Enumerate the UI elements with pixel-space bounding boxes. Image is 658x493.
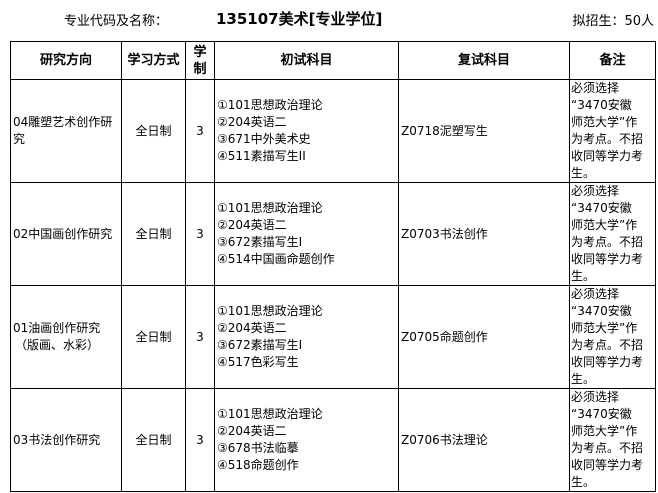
research-direction: 04雕塑艺术创作研究 — [10, 79, 122, 183]
text-line: “3470安徽 — [571, 407, 632, 421]
text-line: ①101思想政治理论 — [217, 201, 323, 215]
text-line: ④518命题创作 — [217, 458, 299, 472]
text-line: 收同等学力考 — [571, 458, 644, 472]
remark: 必须选择 “3470安徽 师范大学”作 为考点。不招 收同等学力考 生。 — [569, 388, 656, 492]
text-line: 02中国画创作研究 — [13, 226, 113, 241]
text-line: 师范大学”作 — [571, 424, 638, 438]
remark: 必须选择 “3470安徽 师范大学”作 为考点。不招 收同等学力考 生。 — [569, 285, 656, 389]
remark: 必须选择 “3470安徽 师范大学”作 为考点。不招 收同等学力考 生。 — [569, 182, 656, 286]
major-title: 135107美术[专业学位] — [216, 10, 383, 28]
table-row: 04雕塑艺术创作研究 全日制 3 ①101思想政治理论 ②204英语二 ③671中外美术史… — [10, 79, 656, 183]
table-row: 02中国画创作研究 全日制 3 ①101思想政治理论 ②204英语二 ③672素描写生I ④… — [10, 182, 656, 286]
retest-subject: Z0705命题创作 — [398, 285, 570, 389]
retest-subject: Z0703书法创作 — [398, 182, 570, 286]
major-code-label: 专业代码及名称： — [64, 14, 169, 29]
text-line: ④511素描写生II — [217, 149, 306, 163]
text-line: ②204英语二 — [217, 115, 287, 129]
initial-exam-subjects: ①101思想政治理论 ②204英语二 ③671中外美术史 ④511素描写生II — [214, 79, 399, 183]
initial-exam-subjects: ①101思想政治理论 ②204英语二 ③672素描写生I ④517色彩写生 — [214, 285, 399, 389]
study-years: 3 — [185, 79, 215, 183]
text-line: 必须选择 — [571, 81, 620, 95]
text-line: 生。 — [571, 475, 596, 489]
text-line: ①101思想政治理论 — [217, 98, 323, 112]
study-years: 3 — [185, 388, 215, 492]
text-line: “3470安徽 — [571, 304, 632, 318]
retest-subject: Z0718泥塑写生 — [398, 79, 570, 183]
study-mode: 全日制 — [121, 79, 186, 183]
research-direction: 03书法创作研究 — [10, 388, 122, 492]
text-line: “3470安徽 — [571, 201, 632, 215]
text-line: 生。 — [571, 269, 596, 283]
text-line: 04雕塑艺术创作研究 — [13, 115, 113, 146]
text-line: （版画、水彩） — [15, 338, 100, 352]
column-header: 备注 — [569, 41, 656, 80]
text-line: 01油画创作研究 — [13, 321, 101, 335]
text-line: 生。 — [571, 372, 596, 386]
text-line: 师范大学”作 — [571, 321, 638, 335]
study-mode: 全日制 — [121, 388, 186, 492]
retest-subject: Z0706书法理论 — [398, 388, 570, 492]
text-line: 为考点。不招 — [571, 441, 644, 455]
study-years: 3 — [185, 182, 215, 286]
text-line: ③671中外美术史 — [217, 132, 311, 146]
text-line: ③672素描写生I — [217, 338, 303, 352]
column-header: 复试科目 — [398, 41, 570, 80]
text-line: ③678书法临摹 — [217, 441, 299, 455]
program-table: 研究方向 学习方式 学制 初试科目 复试科目 备注 04雕塑艺术创作研究 全日制 3 ①101思… — [10, 41, 656, 492]
study-years: 3 — [185, 285, 215, 389]
text-line: ④514中国画命题创作 — [217, 252, 335, 266]
text-line: 生。 — [571, 166, 596, 180]
text-line: 为考点。不招 — [571, 132, 644, 146]
text-line: ③672素描写生I — [217, 235, 303, 249]
text-line: 师范大学”作 — [571, 218, 638, 232]
text-line: “3470安徽 — [571, 98, 632, 112]
column-header: 研究方向 — [10, 41, 122, 80]
enrollment-quota: 拟招生：50人 — [572, 14, 654, 29]
initial-exam-subjects: ①101思想政治理论 ②204英语二 ③678书法临摹 ④518命题创作 — [214, 388, 399, 492]
study-mode: 全日制 — [121, 182, 186, 286]
text-line: 必须选择 — [571, 287, 620, 301]
table-header: 研究方向 学习方式 学制 初试科目 复试科目 备注 — [10, 41, 656, 80]
text-line: 为考点。不招 — [571, 235, 644, 249]
text-line: ④517色彩写生 — [217, 355, 299, 369]
text-line: ①101思想政治理论 — [217, 407, 323, 421]
text-line: ②204英语二 — [217, 218, 287, 232]
text-line: ①101思想政治理论 — [217, 304, 323, 318]
text-line: 师范大学”作 — [571, 115, 638, 129]
column-header: 学制 — [185, 41, 215, 80]
text-line: 必须选择 — [571, 184, 620, 198]
text-line: ②204英语二 — [217, 321, 287, 335]
column-header: 初试科目 — [214, 41, 399, 80]
text-line: 收同等学力考 — [571, 252, 644, 266]
table-row: 03书法创作研究 全日制 3 ①101思想政治理论 ②204英语二 ③678书法临摹 ④51… — [10, 388, 656, 492]
text-line: 必须选择 — [571, 390, 620, 404]
remark: 必须选择 “3470安徽 师范大学”作 为考点。不招 收同等学力考 生。 — [569, 79, 656, 183]
text-line: 为考点。不招 — [571, 338, 644, 352]
text-line: 收同等学力考 — [571, 355, 644, 369]
research-direction: 02中国画创作研究 — [10, 182, 122, 286]
study-mode: 全日制 — [121, 285, 186, 389]
column-header: 学习方式 — [121, 41, 186, 80]
initial-exam-subjects: ①101思想政治理论 ②204英语二 ③672素描写生I ④514中国画命题创作 — [214, 182, 399, 286]
text-line: 03书法创作研究 — [13, 432, 101, 447]
research-direction: 01油画创作研究 （版画、水彩） — [10, 285, 122, 389]
text-line: 收同等学力考 — [571, 149, 644, 163]
text-line: ②204英语二 — [217, 424, 287, 438]
table-row: 01油画创作研究 （版画、水彩） 全日制 3 ①101思想政治理论 ②204英语二 ③672… — [10, 285, 656, 389]
